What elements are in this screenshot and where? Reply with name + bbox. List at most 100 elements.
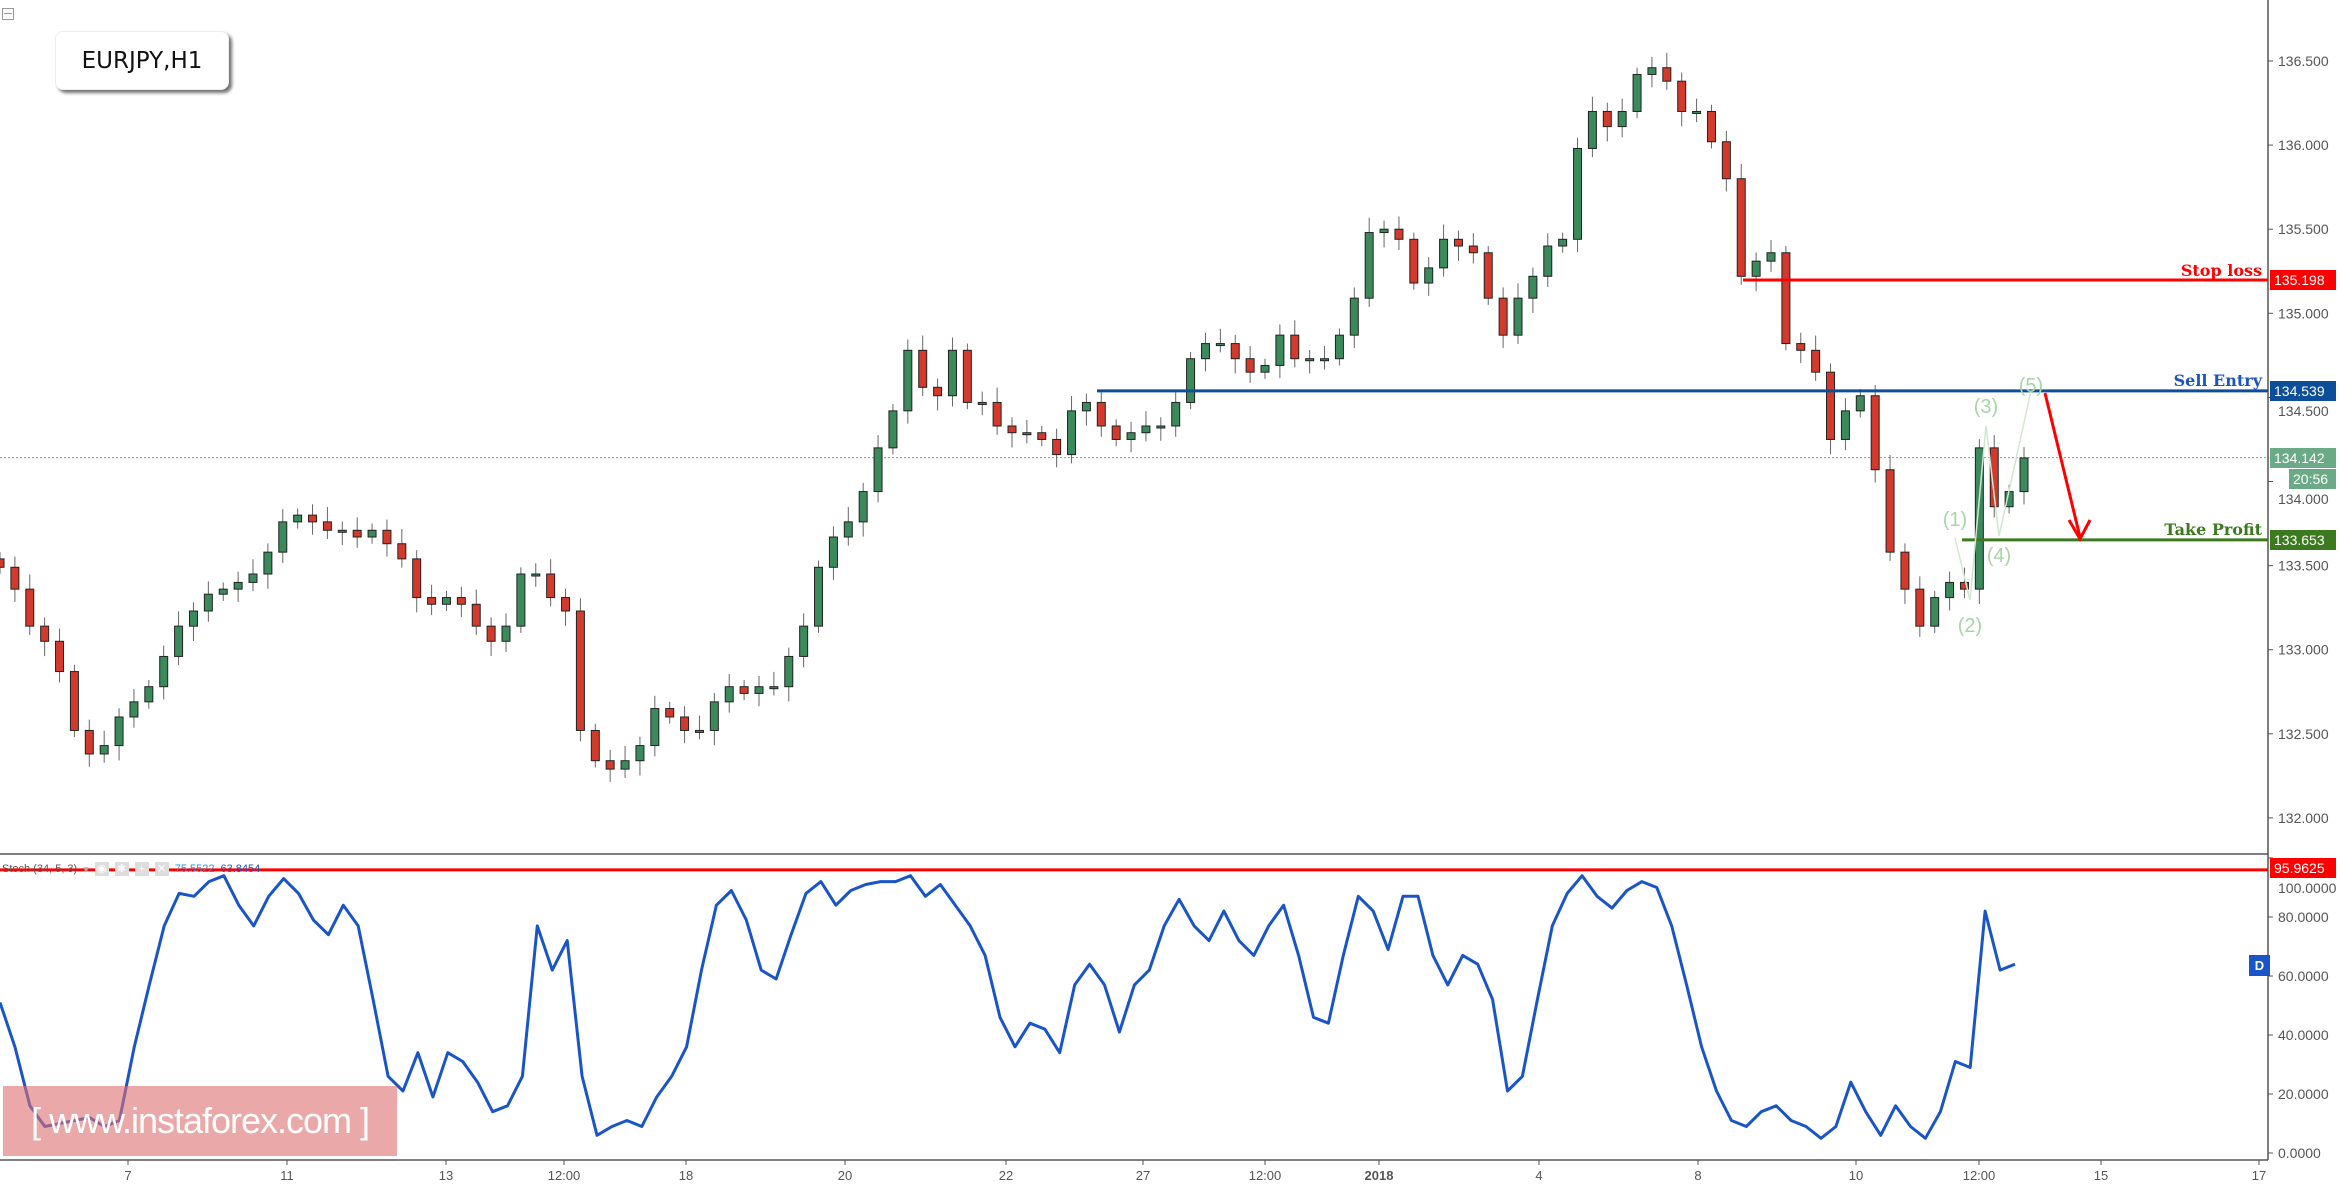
candle-up <box>1543 245 1553 277</box>
candle-down <box>1662 67 1672 82</box>
candle-up <box>635 745 645 762</box>
wave-label-5: (5) <box>2019 375 2043 397</box>
candle-up <box>1200 343 1210 360</box>
stoch-line <box>0 874 2016 1140</box>
candle-up <box>1974 447 1984 590</box>
stop-loss-label: Stop loss <box>2180 261 2262 280</box>
candle-down <box>471 603 481 627</box>
candle-down <box>933 386 943 397</box>
down-arrow-head-icon <box>2067 519 2092 543</box>
candle-up <box>337 529 347 533</box>
candle-down <box>1483 252 1493 299</box>
candle-up <box>1439 238 1449 269</box>
plus-icon[interactable]: + <box>134 862 149 876</box>
candle-up <box>1260 364 1270 373</box>
price-tick-label: 136.000 <box>2278 137 2329 153</box>
candle-up <box>1320 358 1330 362</box>
candle-up <box>159 655 169 688</box>
candle-down <box>1900 551 1910 590</box>
eye-icon[interactable]: ◉ <box>94 862 109 876</box>
candle-up <box>1513 297 1523 336</box>
candle-up <box>1067 410 1077 456</box>
candle-down <box>84 729 94 755</box>
collapse-icon[interactable] <box>2 8 14 20</box>
price-tick-label: 132.500 <box>2278 726 2329 742</box>
candle-down <box>1037 432 1047 440</box>
candle-down <box>1409 238 1419 284</box>
candle-down <box>486 625 496 642</box>
candle-up <box>1126 432 1136 440</box>
candle-up <box>1930 597 1940 627</box>
countdown-badge: 20:56 <box>2289 469 2336 489</box>
candle-up <box>233 581 243 590</box>
stop-loss-price-badge: 135.198 <box>2270 270 2336 290</box>
candle-down <box>1394 228 1404 240</box>
candle-down <box>1290 334 1300 360</box>
candle-down <box>1453 238 1463 247</box>
candle-down <box>1498 297 1508 336</box>
candle-up <box>1766 252 1776 262</box>
gear-icon[interactable]: ✱ <box>114 862 129 876</box>
candle-down <box>1870 395 1880 471</box>
candle-up <box>1751 260 1761 277</box>
candle-up <box>188 610 198 627</box>
candle-down <box>382 529 392 545</box>
wave-label-1: (1) <box>1943 509 1967 531</box>
candle-down <box>1007 425 1017 434</box>
candle-up <box>1945 581 1955 599</box>
price-tick-label: 136.500 <box>2278 53 2329 69</box>
candle-up <box>769 686 779 690</box>
candle-down <box>0 558 5 568</box>
candle-up <box>1855 395 1865 412</box>
candle-down <box>412 558 422 599</box>
candle-up <box>1186 358 1196 403</box>
candle-down <box>680 716 690 731</box>
time-tick-label: 12:00 <box>548 1168 581 1183</box>
candle-up <box>694 729 704 733</box>
stoch-tick-label: 60.0000 <box>2278 968 2329 984</box>
time-tick-label: 15 <box>2094 1168 2108 1183</box>
candle-up <box>441 597 451 605</box>
candle-up <box>1305 358 1315 362</box>
candle-up <box>1171 401 1181 427</box>
time-tick-label: 27 <box>1136 1168 1150 1183</box>
price-tick-label: 134.000 <box>2278 491 2329 507</box>
candle-down <box>10 566 20 590</box>
candle-down <box>1811 349 1821 373</box>
candle-up <box>1558 238 1568 247</box>
candle-down <box>427 597 437 605</box>
price-tick-label: 133.500 <box>2278 558 2329 574</box>
candle-down <box>322 521 332 531</box>
candle-up <box>531 573 541 577</box>
candle-up <box>1141 425 1151 434</box>
time-tick-label: 8 <box>1694 1168 1701 1183</box>
stoch-d-badge: D <box>2249 955 2270 976</box>
candle-up <box>203 593 213 612</box>
candle-up <box>873 447 883 493</box>
take-profit-price-badge: 133.653 <box>2270 530 2336 550</box>
candle-down <box>1826 371 1836 440</box>
candle-up <box>1587 110 1597 149</box>
candle-down <box>40 625 50 642</box>
price-tick-label: 133.000 <box>2278 642 2329 658</box>
candle-down <box>1052 438 1062 456</box>
wave-label-2: (2) <box>1958 615 1982 637</box>
candle-up <box>888 410 898 449</box>
watermark: [ www.instaforex.com ] <box>3 1086 397 1156</box>
candle-up <box>367 529 377 538</box>
wave-label-3: (3) <box>1974 396 1998 418</box>
candle-up <box>1364 232 1374 299</box>
dropdown-icon[interactable]: ▾ <box>83 863 89 876</box>
candle-up <box>977 401 987 405</box>
sell-entry-label: Sell Entry <box>2173 371 2262 390</box>
candle-down <box>575 610 585 731</box>
wave-label-4: (4) <box>1987 545 2011 567</box>
candle-up <box>129 701 139 718</box>
candle-down <box>1959 581 1969 590</box>
candle-down <box>918 349 928 388</box>
candle-down <box>1096 401 1106 427</box>
close-icon[interactable]: ✕ <box>154 862 169 876</box>
candle-up <box>1379 228 1389 234</box>
symbol-label: EURJPY,H1 <box>55 31 229 90</box>
